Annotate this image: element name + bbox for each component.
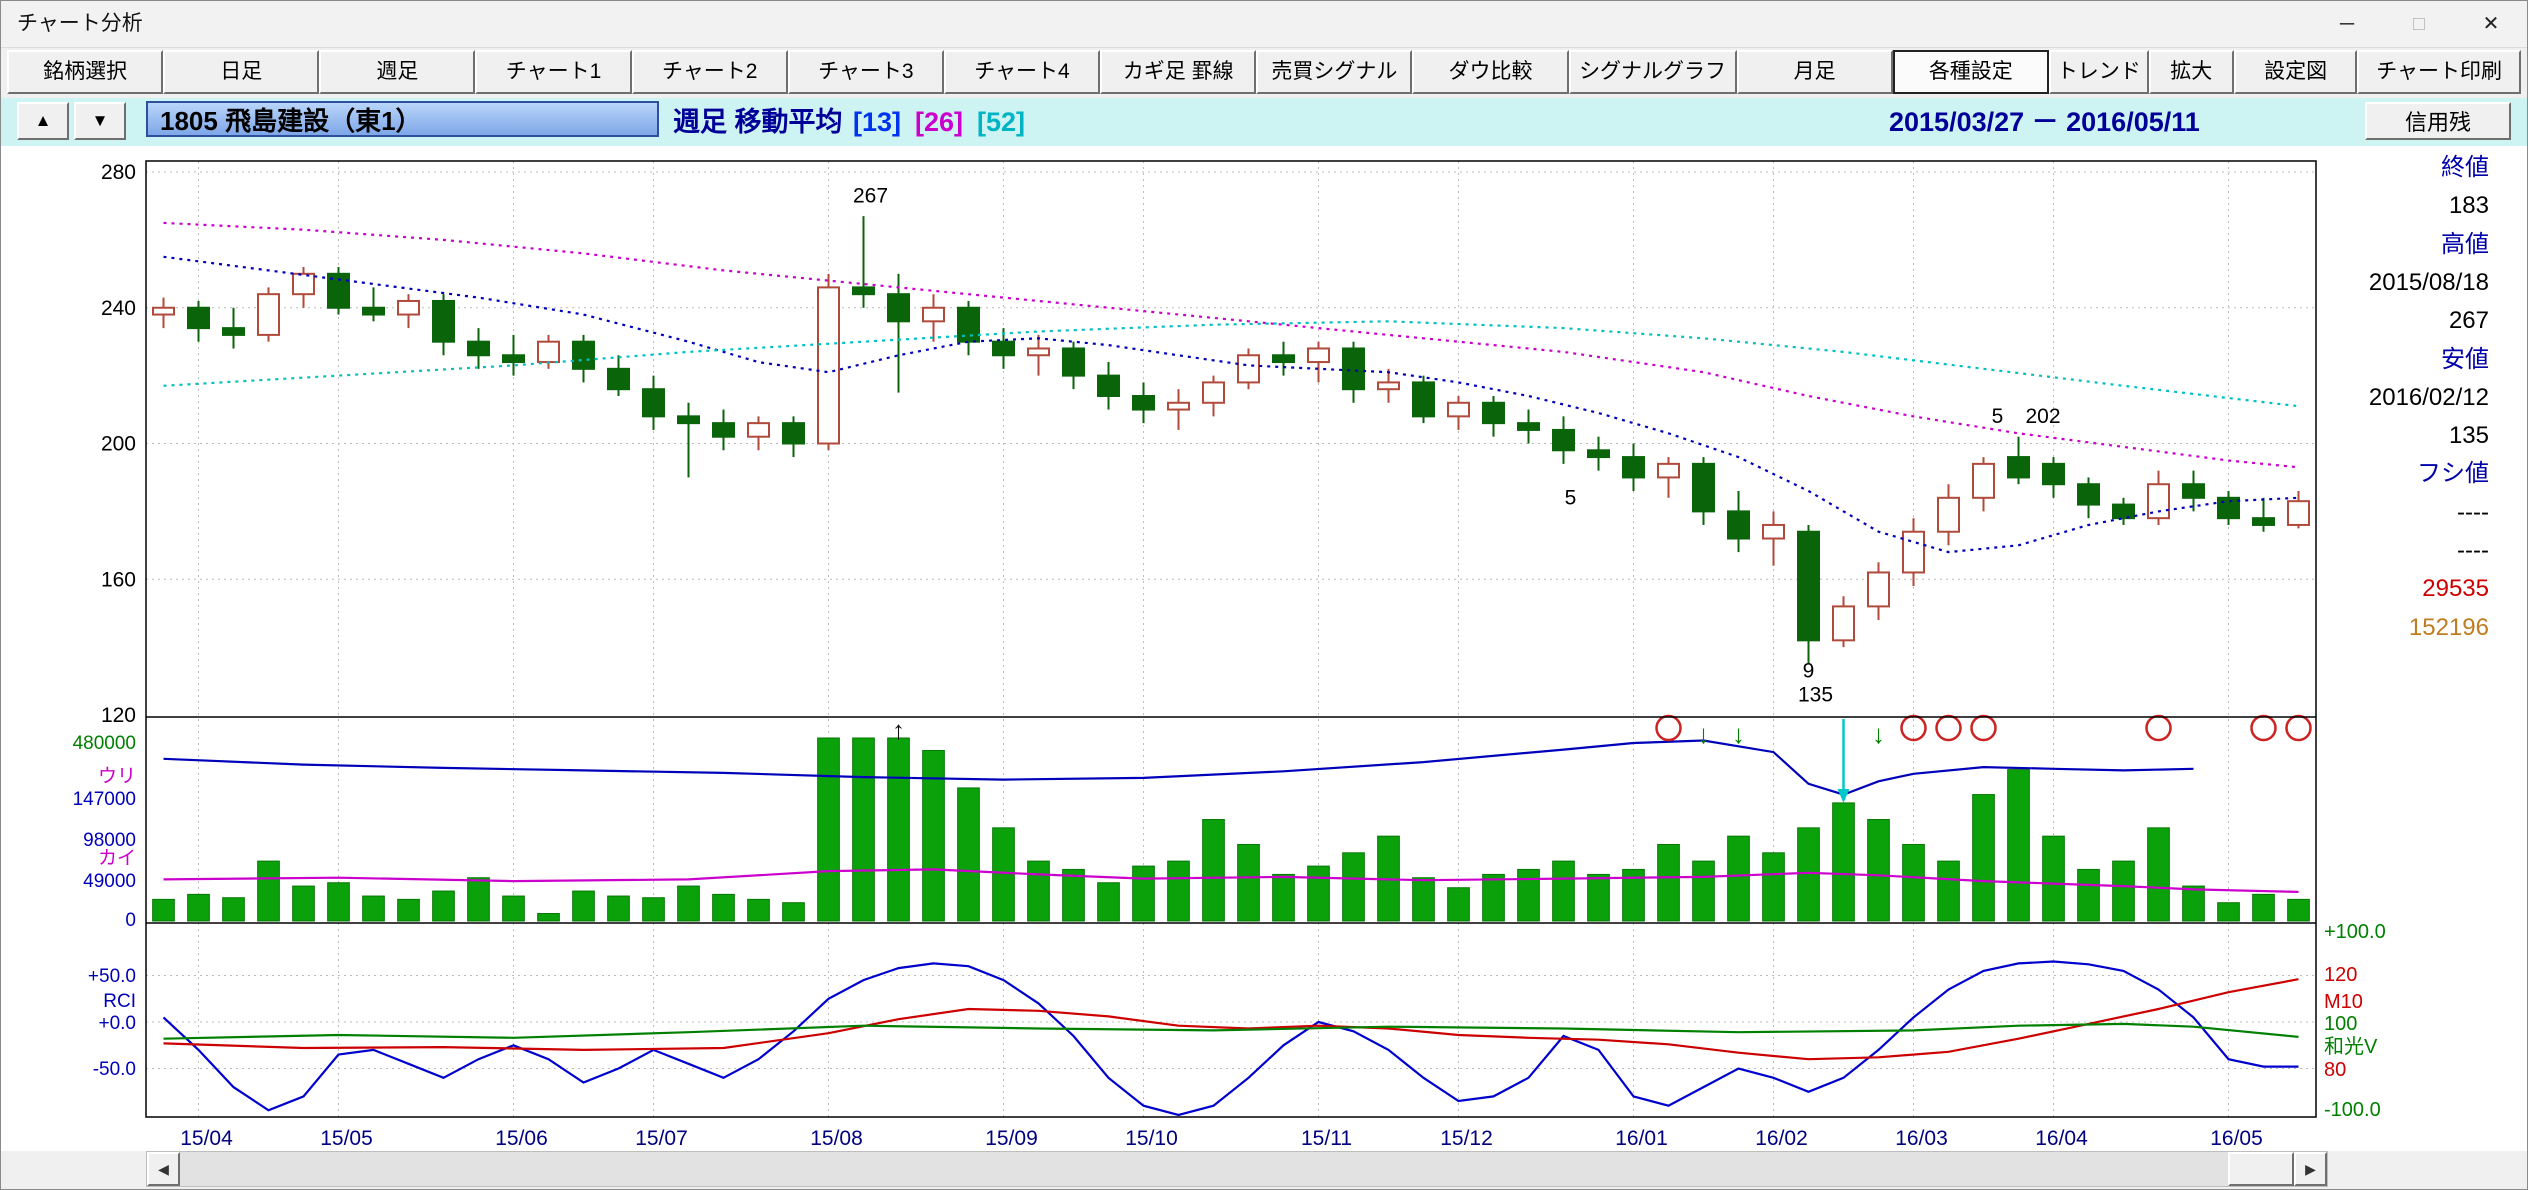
toolbar-button-7[interactable]: チャート4 <box>943 50 1101 94</box>
quote-row: 135 <box>2448 422 2489 450</box>
prev-stock-button[interactable]: ▲ <box>17 102 69 140</box>
scrollbar-track[interactable] <box>180 1152 2294 1186</box>
toolbar-button-9[interactable]: 売買シグナル <box>1256 50 1413 94</box>
close-icon[interactable]: ✕ <box>2482 13 2500 35</box>
quote-row: 267 <box>2448 307 2489 335</box>
toolbar-button-16[interactable]: 設定図 <box>2233 50 2358 94</box>
quote-panel: 終値 183 高値 2015/08/18 267 安値 2016/02/12 135 フシ値 --… <box>2351 1 2519 701</box>
ma-badge-2: [26] <box>915 107 964 137</box>
toolbar-button-11[interactable]: シグナルグラフ <box>1568 50 1737 94</box>
toolbar-button-1[interactable]: 銘柄選択 <box>7 50 164 94</box>
infobar: ▲ ▼ 1805 飛島建設（東1） 週足 移動平均 [13] [26] [52] 2… <box>1 98 2527 146</box>
quote-row: 安値 <box>2441 345 2489 373</box>
quote-row: ---- <box>2457 498 2489 526</box>
window-controls: ─ □ ✕ <box>2311 1 2527 47</box>
toolbar: 銘柄選択 日足 週足 チャート1 チャート2 チャート3 チャート4 カギ足 罫線 売買シグナル… <box>1 48 2527 98</box>
toolbar-button-2[interactable]: 日足 <box>163 50 320 94</box>
chart-type-label: 週足 移動平均 <box>673 107 843 137</box>
toolbar-button-12[interactable]: 月足 <box>1736 50 1893 94</box>
maximize-icon[interactable]: □ <box>2412 13 2426 35</box>
stock-name-box[interactable]: 1805 飛島建設（東1） <box>146 101 659 137</box>
quote-row: ---- <box>2457 537 2489 564</box>
quote-row: 29535 <box>2422 575 2489 603</box>
toolbar-button-10[interactable]: ダウ比較 <box>1412 50 1569 94</box>
window-title: チャート分析 <box>17 12 143 35</box>
titlebar: チャート分析 ─ □ ✕ <box>1 1 2527 48</box>
toolbar-button-13[interactable]: 各種設定 <box>1892 50 2049 94</box>
toolbar-button-8[interactable]: カギ足 罫線 <box>1100 50 1257 94</box>
quote-row: 152196 <box>2408 613 2489 641</box>
toolbar-button-6[interactable]: チャート3 <box>787 50 944 94</box>
chart-area <box>1 146 2527 1151</box>
scrollbar-thumb[interactable] <box>2228 1152 2294 1186</box>
quote-row: フシ値 <box>2417 460 2489 488</box>
toolbar-button-4[interactable]: チャート1 <box>475 50 632 94</box>
next-stock-button[interactable]: ▼ <box>74 102 126 140</box>
margin-balance-button[interactable]: 信用残 <box>2365 102 2511 140</box>
quote-row: 2015/08/18 <box>2368 268 2489 296</box>
quote-row: 2016/02/12 <box>2368 383 2489 411</box>
toolbar-button-14[interactable]: トレンド <box>2048 50 2149 94</box>
date-range-label: 2015/03/27 － 2016/05/11 <box>1889 107 2200 137</box>
ma-badge-1: [13] <box>853 107 902 137</box>
toolbar-button-15[interactable]: 拡大 <box>2148 50 2234 94</box>
ma-badge-3: [52] <box>977 107 1026 137</box>
quote-row: 終値 <box>2441 154 2489 181</box>
minimize-icon[interactable]: ─ <box>2339 13 2355 35</box>
toolbar-button-5[interactable]: チャート2 <box>631 50 788 94</box>
quote-row: 高値 <box>2441 230 2489 258</box>
toolbar-button-17[interactable]: チャート印刷 <box>2357 50 2521 94</box>
quote-row: 183 <box>2448 192 2489 220</box>
scroll-right-button[interactable]: ▶ <box>2294 1152 2327 1186</box>
toolbar-button-3[interactable]: 週足 <box>319 50 476 94</box>
horizontal-scrollbar[interactable]: ◀ ▶ <box>146 1151 2328 1187</box>
scroll-left-button[interactable]: ◀ <box>147 1152 180 1186</box>
ma-period-badges: [13] [26] [52] <box>853 98 1039 146</box>
